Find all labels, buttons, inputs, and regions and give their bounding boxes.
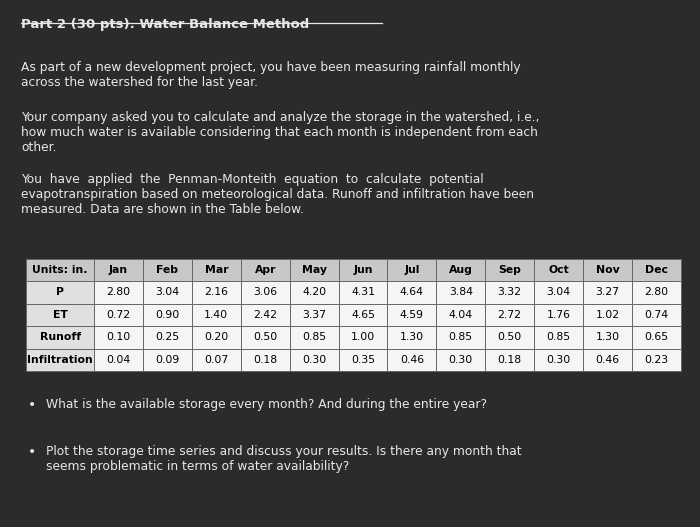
Text: •: • <box>28 445 36 460</box>
Text: As part of a new development project, you have been measuring rainfall monthly
a: As part of a new development project, yo… <box>21 61 521 89</box>
Text: You  have  applied  the  Penman-Monteith  equation  to  calculate  potential
eva: You have applied the Penman-Monteith equ… <box>21 173 534 216</box>
Text: •: • <box>28 398 36 412</box>
Text: Part 2 (30 pts). Water Balance Method: Part 2 (30 pts). Water Balance Method <box>21 18 309 32</box>
Text: What is the available storage every month? And during the entire year?: What is the available storage every mont… <box>46 398 486 411</box>
Text: Your company asked you to calculate and analyze the storage in the watershed, i.: Your company asked you to calculate and … <box>21 111 540 154</box>
Text: Plot the storage time series and discuss your results. Is there any month that
s: Plot the storage time series and discuss… <box>46 445 521 473</box>
